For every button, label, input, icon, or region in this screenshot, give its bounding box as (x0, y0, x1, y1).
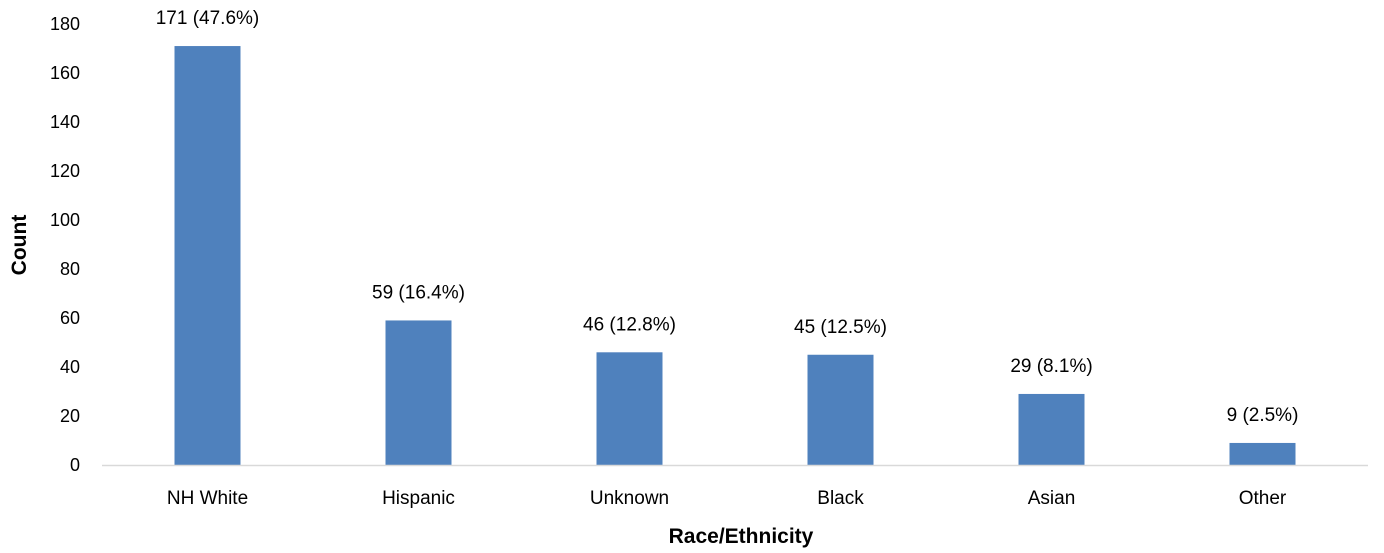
data-label: 9 (2.5%) (1227, 405, 1299, 426)
y-tick-label: 20 (60, 406, 80, 426)
x-tick-label: Black (817, 488, 864, 509)
x-axis-ticks: NH White Hispanic Unknown Black Asian Other (167, 488, 1287, 509)
bar (1229, 442, 1296, 465)
x-tick-label: Other (1239, 488, 1287, 509)
bar (1018, 393, 1085, 465)
y-tick-label: 120 (50, 161, 80, 181)
x-tick-label: Unknown (590, 488, 669, 509)
y-tick-label: 180 (50, 14, 80, 34)
data-labels: 171 (47.6%) 59 (16.4%) 46 (12.8%) 45 (12.5%… (156, 8, 1299, 426)
y-tick-label: 0 (70, 455, 80, 475)
x-tick-label: Asian (1028, 488, 1076, 509)
y-tick-label: 160 (50, 63, 80, 83)
y-tick-label: 100 (50, 210, 80, 230)
y-tick-label: 60 (60, 308, 80, 328)
y-axis-title: Count (8, 215, 31, 276)
bar (385, 320, 452, 465)
x-axis-title: Race/Ethnicity (669, 525, 814, 548)
y-tick-label: 40 (60, 357, 80, 377)
data-label: 45 (12.5%) (794, 317, 887, 338)
data-label: 59 (16.4%) (372, 282, 465, 303)
y-tick-label: 80 (60, 259, 80, 279)
y-tick-label: 140 (50, 112, 80, 132)
bar (174, 46, 241, 466)
data-label: 171 (47.6%) (156, 8, 260, 29)
bar (807, 354, 874, 465)
bars (174, 46, 1296, 466)
bar (596, 352, 663, 465)
data-label: 29 (8.1%) (1010, 356, 1092, 377)
data-label: 46 (12.8%) (583, 314, 676, 335)
y-axis-ticks: 0 20 40 60 80 100 120 140 160 180 (50, 14, 80, 475)
x-tick-label: Hispanic (382, 488, 455, 509)
x-tick-label: NH White (167, 488, 248, 509)
